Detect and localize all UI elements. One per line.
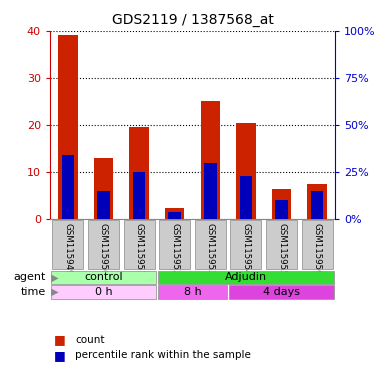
FancyBboxPatch shape	[266, 220, 297, 269]
Bar	[94, 158, 113, 219]
Bar	[204, 163, 216, 219]
FancyBboxPatch shape	[158, 271, 334, 284]
Text: GSM115951: GSM115951	[135, 223, 144, 276]
FancyBboxPatch shape	[230, 220, 261, 269]
Text: time: time	[21, 287, 46, 297]
FancyBboxPatch shape	[52, 220, 84, 269]
FancyBboxPatch shape	[301, 220, 333, 269]
Text: control: control	[84, 272, 123, 282]
Bar	[169, 212, 181, 219]
FancyBboxPatch shape	[195, 220, 226, 269]
Text: count: count	[75, 335, 105, 345]
Text: agent: agent	[14, 272, 46, 282]
Text: percentile rank within the sample: percentile rank within the sample	[75, 350, 251, 360]
Title: GDS2119 / 1387568_at: GDS2119 / 1387568_at	[112, 13, 273, 27]
Bar	[58, 35, 78, 219]
FancyBboxPatch shape	[159, 220, 190, 269]
Bar	[272, 189, 291, 219]
Text: GSM115952: GSM115952	[170, 223, 179, 276]
Text: 8 h: 8 h	[184, 287, 201, 297]
Text: GSM115950: GSM115950	[99, 223, 108, 276]
Bar	[240, 176, 252, 219]
Text: GSM115954: GSM115954	[241, 223, 250, 276]
Text: ■: ■	[54, 333, 66, 346]
Bar	[133, 172, 145, 219]
Bar	[236, 122, 256, 219]
Bar	[275, 200, 288, 219]
Text: GSM115956: GSM115956	[313, 223, 321, 276]
Text: Adjudin: Adjudin	[225, 272, 267, 282]
Text: GSM115949: GSM115949	[64, 223, 72, 276]
Bar	[311, 191, 323, 219]
Bar	[129, 127, 149, 219]
Bar	[201, 101, 220, 219]
Bar	[165, 208, 184, 219]
Bar	[62, 155, 74, 219]
Text: GSM115955: GSM115955	[277, 223, 286, 276]
FancyBboxPatch shape	[124, 220, 155, 269]
FancyBboxPatch shape	[51, 271, 156, 284]
Text: GSM115953: GSM115953	[206, 223, 215, 276]
Bar	[97, 191, 110, 219]
Text: 0 h: 0 h	[95, 287, 112, 297]
Text: ▶: ▶	[48, 272, 59, 282]
Bar	[307, 184, 327, 219]
Text: 4 days: 4 days	[263, 287, 300, 297]
FancyBboxPatch shape	[51, 285, 156, 299]
FancyBboxPatch shape	[229, 285, 334, 299]
FancyBboxPatch shape	[88, 220, 119, 269]
Text: ▶: ▶	[48, 287, 59, 297]
FancyBboxPatch shape	[158, 285, 227, 299]
Text: ■: ■	[54, 349, 66, 362]
